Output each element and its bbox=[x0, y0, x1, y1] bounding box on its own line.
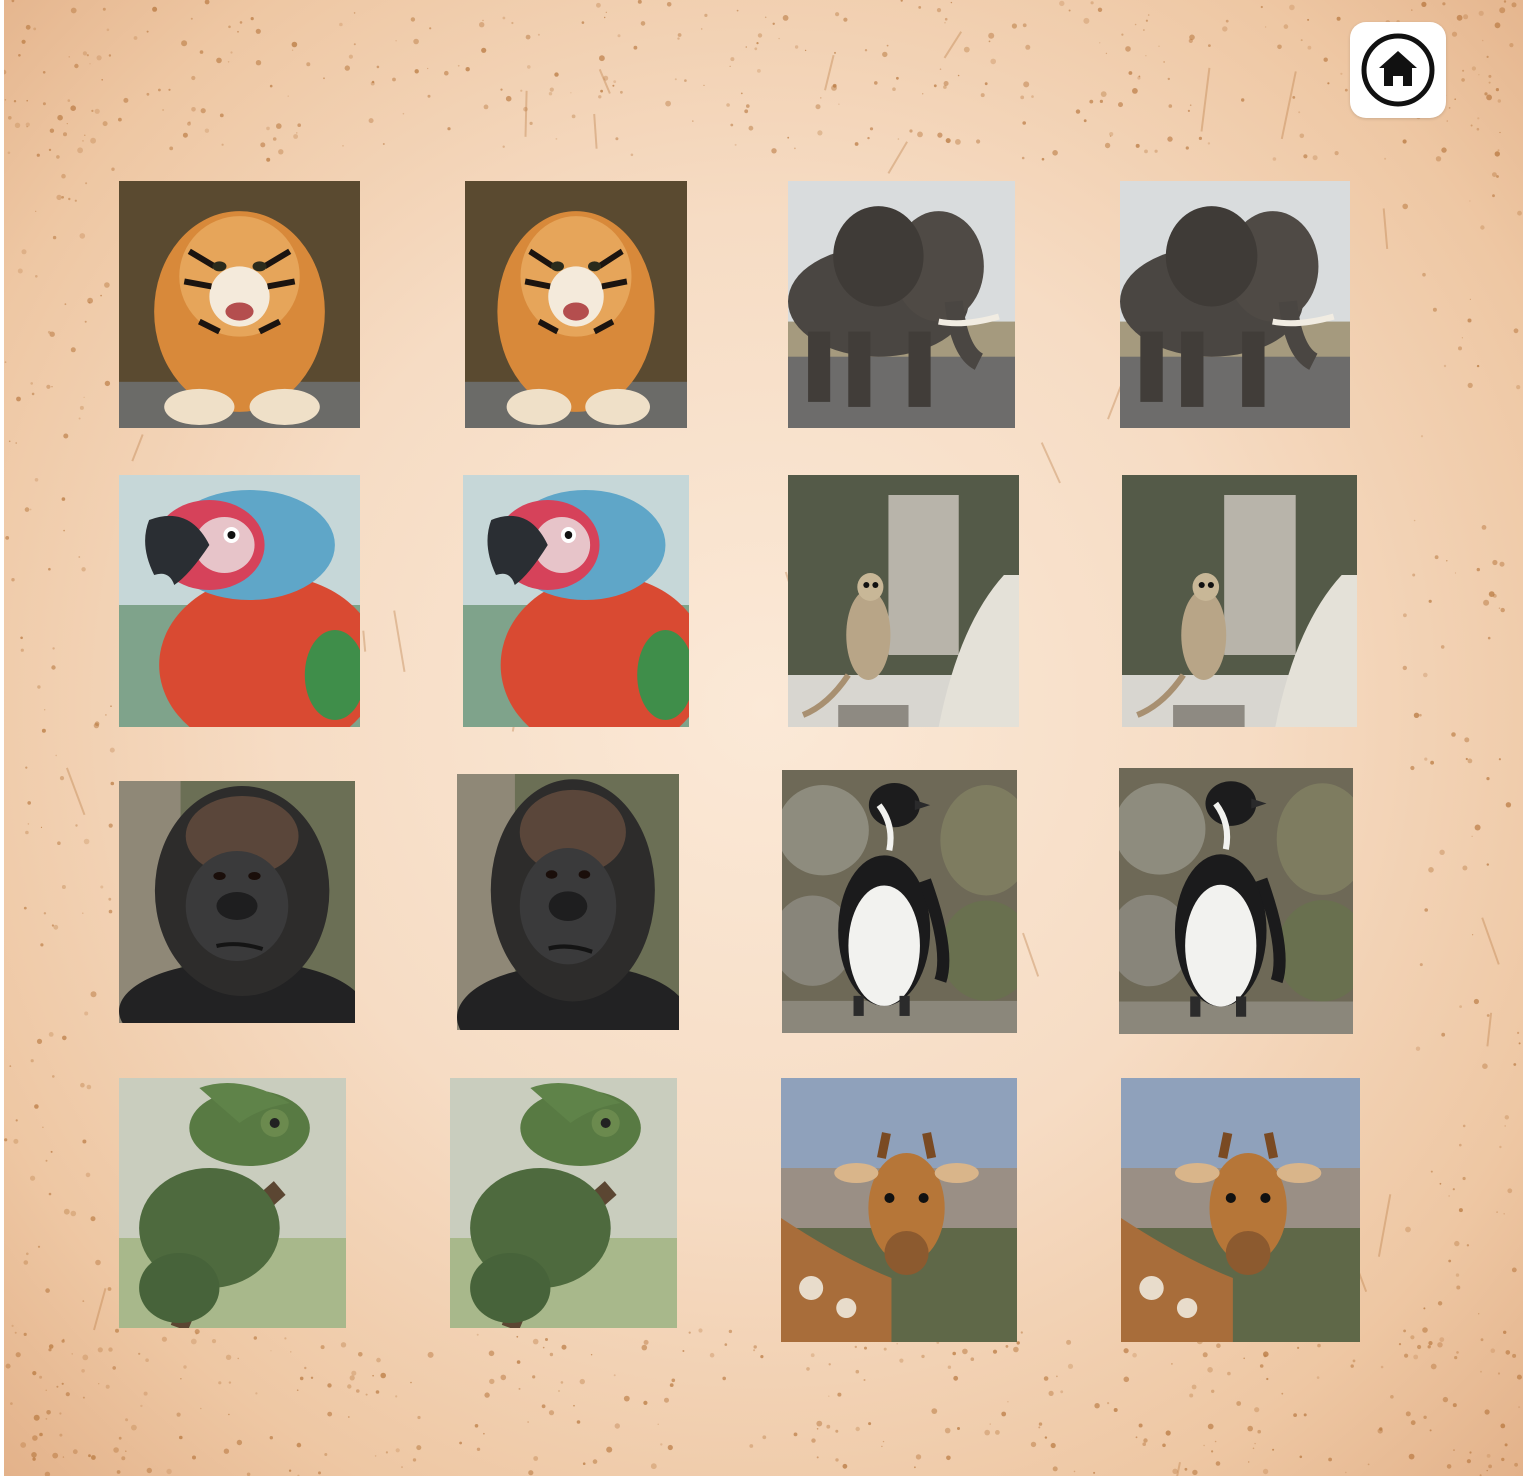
elephant-photo bbox=[788, 181, 1015, 428]
card-chameleon[interactable] bbox=[119, 1078, 346, 1328]
game-board bbox=[4, 0, 1523, 1476]
card-parrot[interactable] bbox=[463, 475, 689, 727]
parrot-photo bbox=[463, 475, 689, 727]
meerkat-photo bbox=[1122, 475, 1357, 727]
penguin-photo bbox=[1119, 768, 1353, 1034]
card-tiger[interactable] bbox=[119, 181, 360, 428]
card-parrot[interactable] bbox=[119, 475, 360, 727]
gorilla-photo bbox=[119, 781, 355, 1023]
card-elephant[interactable] bbox=[788, 181, 1015, 428]
giraffe-photo bbox=[1121, 1078, 1360, 1342]
gorilla-photo bbox=[457, 774, 679, 1030]
card-meerkat[interactable] bbox=[788, 475, 1019, 727]
card-gorilla[interactable] bbox=[457, 774, 679, 1030]
chameleon-photo bbox=[119, 1078, 346, 1328]
card-gorilla[interactable] bbox=[119, 781, 355, 1023]
home-button[interactable] bbox=[1350, 22, 1446, 118]
giraffe-photo bbox=[781, 1078, 1017, 1342]
parrot-photo bbox=[119, 475, 360, 727]
penguin-photo bbox=[782, 770, 1017, 1033]
card-giraffe[interactable] bbox=[1121, 1078, 1360, 1342]
elephant-photo bbox=[1120, 181, 1350, 428]
card-penguin[interactable] bbox=[1119, 768, 1353, 1034]
chameleon-photo bbox=[450, 1078, 677, 1328]
card-chameleon[interactable] bbox=[450, 1078, 677, 1328]
tiger-photo bbox=[119, 181, 360, 428]
card-penguin[interactable] bbox=[782, 770, 1017, 1033]
meerkat-photo bbox=[788, 475, 1019, 727]
card-tiger[interactable] bbox=[465, 181, 687, 428]
card-elephant[interactable] bbox=[1120, 181, 1350, 428]
tiger-photo bbox=[465, 181, 687, 428]
card-meerkat[interactable] bbox=[1122, 475, 1357, 727]
home-icon bbox=[1361, 33, 1435, 107]
card-giraffe[interactable] bbox=[781, 1078, 1017, 1342]
